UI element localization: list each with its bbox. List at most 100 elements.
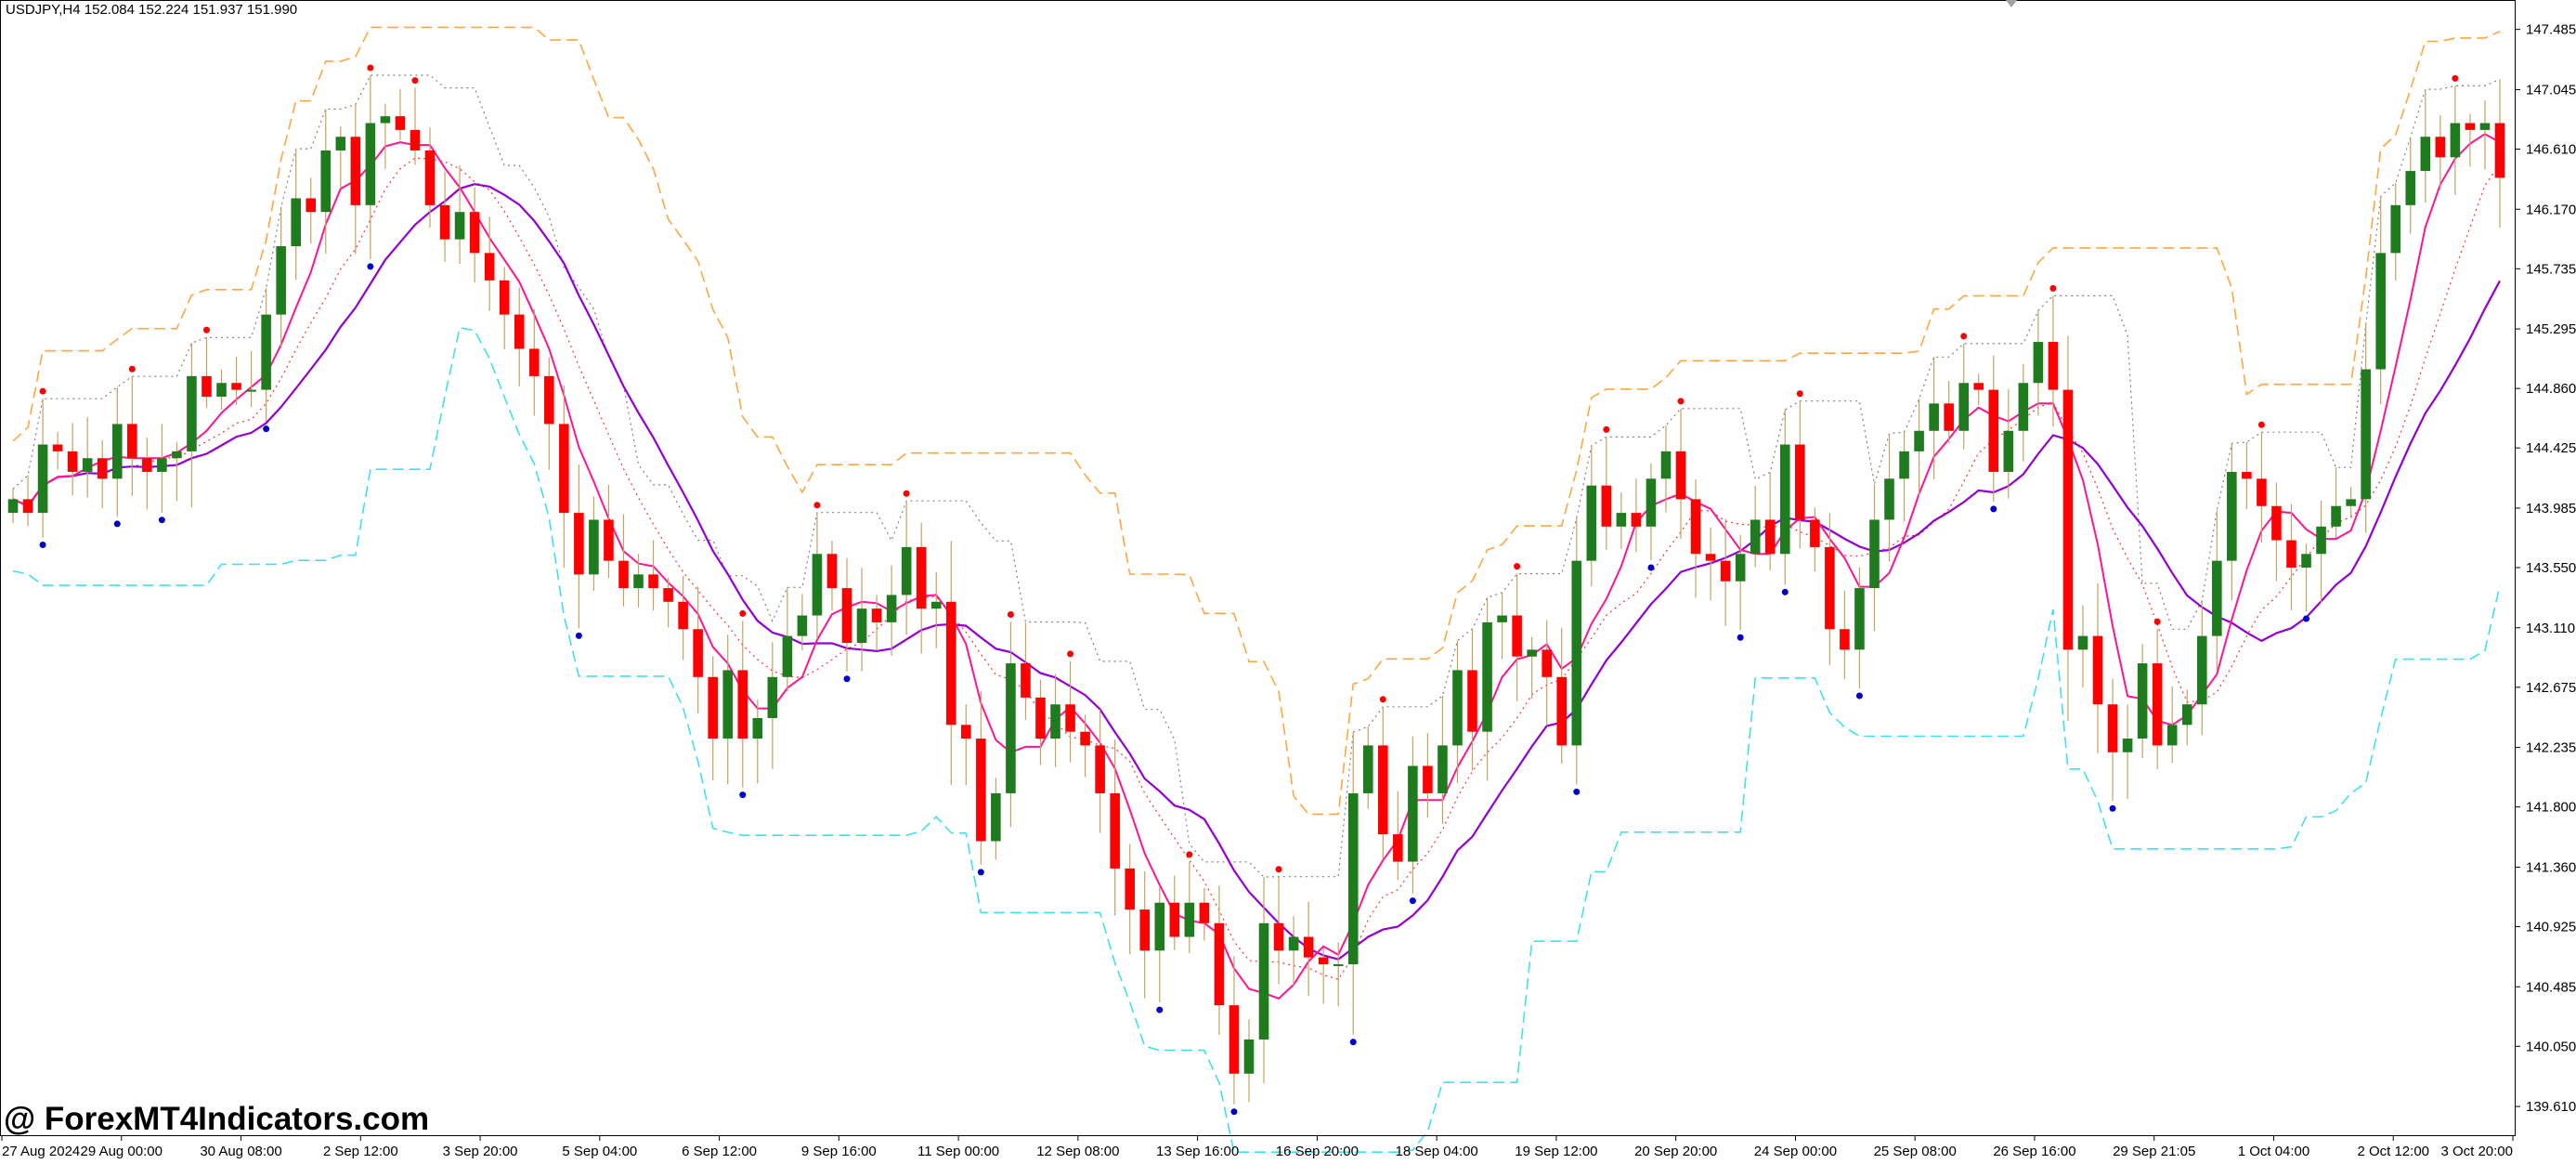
candle xyxy=(1720,518,1731,626)
candle xyxy=(1378,706,1388,859)
candle-body-bear xyxy=(514,314,525,349)
candle-body-bear xyxy=(708,676,718,739)
candle xyxy=(127,376,137,496)
candle xyxy=(1154,887,1165,1003)
candle-body-bear xyxy=(663,588,673,602)
candle xyxy=(1169,875,1180,950)
fractal-down-marker xyxy=(1781,588,1789,595)
candle xyxy=(1646,463,1657,561)
candle-body-bull xyxy=(380,116,391,124)
candle xyxy=(2033,310,2044,416)
candle xyxy=(231,356,241,406)
candle-body-bull xyxy=(2227,471,2237,561)
candle-body-bear xyxy=(1944,403,1954,431)
candle-body-bear xyxy=(1690,499,1701,555)
candle xyxy=(2107,678,2118,802)
candle xyxy=(410,87,421,165)
candle xyxy=(1988,355,1999,502)
candle-body-bull xyxy=(2316,526,2326,555)
candle xyxy=(380,103,391,169)
candle-body-bull xyxy=(2003,430,2014,472)
fractal-up-marker xyxy=(1603,425,1610,433)
candle xyxy=(1199,887,1210,941)
price-axis[interactable]: 147.485 147.045 146.610 146.170 145.735 145.2… xyxy=(2515,22,2576,1115)
fractal-up-marker xyxy=(1677,398,1685,405)
candle-body-bull xyxy=(2390,204,2401,254)
candle xyxy=(1497,592,1507,660)
candle-body-bull xyxy=(1958,383,1969,431)
time-axis[interactable]: 27 Aug 2024 29 Aug 00:00 30 Aug 08:00 2 Sep… xyxy=(1,1135,2514,1159)
candle-body-bear xyxy=(916,546,927,609)
candle xyxy=(276,207,286,348)
candle-body-bear xyxy=(22,499,33,514)
candle-body-bull xyxy=(172,451,182,459)
candle-body-bull xyxy=(2301,554,2311,568)
candle xyxy=(424,126,436,229)
candle xyxy=(37,399,48,538)
price-tick-label: 142.235 xyxy=(2526,740,2576,756)
candle-body-bear xyxy=(1764,519,1776,555)
candle-body-bull xyxy=(2405,171,2416,205)
candle-body-bull xyxy=(886,595,897,622)
fractal-down-marker xyxy=(39,542,46,549)
fractal-up-marker xyxy=(1007,611,1014,619)
price-tick-label: 141.800 xyxy=(2526,800,2576,816)
candle-body-bear xyxy=(469,212,480,254)
candle xyxy=(1065,660,1075,763)
candle-body-bear xyxy=(2048,342,2059,390)
candle xyxy=(1944,381,1954,444)
fractal-down-marker xyxy=(2303,615,2310,622)
candle xyxy=(1929,357,1939,480)
scroll-marker-icon[interactable] xyxy=(2006,0,2017,7)
candle-body-bull xyxy=(1660,451,1672,479)
price-tick-label: 140.485 xyxy=(2526,979,2576,995)
candle xyxy=(2286,504,2296,610)
candle xyxy=(1035,679,1046,765)
red-dotted-line xyxy=(12,157,2501,981)
candle xyxy=(2494,79,2505,229)
fractal-up-marker xyxy=(1796,390,1803,398)
candle-body-bull xyxy=(1050,704,1060,739)
candle xyxy=(1408,736,1418,894)
time-tick-label: 29 Aug 00:00 xyxy=(81,1144,163,1159)
price-tick-label: 140.050 xyxy=(2526,1039,2576,1054)
candle xyxy=(1258,877,1269,1084)
candle-body-bear xyxy=(2092,635,2103,705)
candle-body-bull xyxy=(454,212,465,240)
price-tick-label: 142.675 xyxy=(2526,680,2576,696)
candle xyxy=(439,171,450,262)
candle xyxy=(2122,704,2133,800)
candle xyxy=(812,512,823,639)
candle xyxy=(261,288,271,422)
candle xyxy=(172,441,182,502)
candle xyxy=(1764,472,1776,570)
slow-ma-line xyxy=(12,183,2501,961)
time-tick-label: 25 Sep 08:00 xyxy=(1874,1144,1957,1159)
candle xyxy=(856,568,867,672)
time-tick-label: 27 Aug 2024 xyxy=(2,1144,80,1159)
candle xyxy=(1660,425,1672,513)
candle-body-bear xyxy=(1273,922,1284,951)
candle xyxy=(2465,113,2476,167)
fractal-up-marker xyxy=(1186,851,1193,858)
candle xyxy=(1884,433,1894,562)
candle xyxy=(1616,492,1627,549)
candle-body-bear xyxy=(2435,137,2446,158)
candle-body-bull xyxy=(2450,123,2461,158)
candle xyxy=(1482,597,1492,781)
fractal-down-marker xyxy=(113,520,121,528)
candle xyxy=(544,357,554,470)
time-tick-label: 16 Sep 20:00 xyxy=(1276,1144,1359,1159)
candle-body-bear xyxy=(127,424,137,459)
candle xyxy=(82,417,93,498)
fractal-up-marker xyxy=(903,490,910,497)
candle-body-bull xyxy=(1347,792,1359,964)
candle xyxy=(2152,629,2163,769)
candle-body-bull xyxy=(1258,922,1269,1040)
candle-body-bear xyxy=(528,348,540,376)
candle xyxy=(1958,343,1969,450)
candle xyxy=(187,343,197,508)
candle-body-bear xyxy=(1542,649,1552,677)
candle xyxy=(1229,956,1240,1105)
